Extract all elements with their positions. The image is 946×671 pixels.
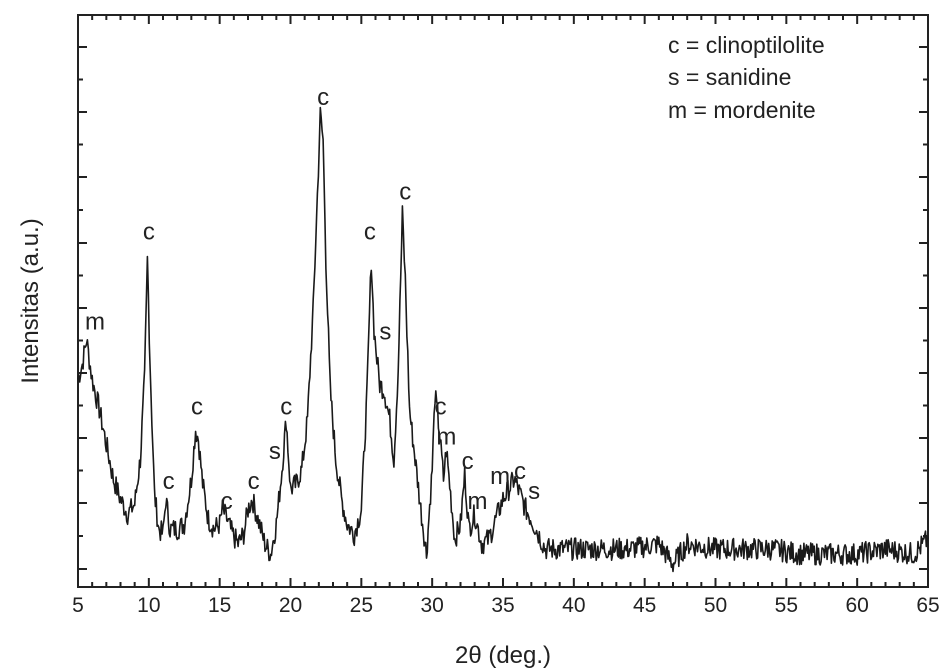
x-tick-label: 40	[562, 594, 585, 617]
legend-entry-clinoptilolite: c = clinoptilolite	[668, 32, 825, 58]
y-axis-title: Intensitas (a.u.)	[17, 218, 44, 383]
x-tick-label: 35	[491, 594, 514, 617]
peak-label: c	[364, 219, 376, 246]
x-tick-label: 20	[279, 594, 302, 617]
peak-label: c	[248, 468, 260, 495]
peak-label: c	[514, 458, 526, 485]
x-tick-label: 10	[137, 594, 160, 617]
peak-label: c	[399, 179, 411, 206]
x-tick-labels: 5 10 15 20 25 30 35 40 45 50 55 60 65	[72, 594, 940, 617]
legend: c = clinoptilolite s = sanidine m = mord…	[668, 32, 825, 123]
legend-entry-sanidine: s = sanidine	[668, 64, 791, 90]
x-tick-label: 30	[420, 594, 443, 617]
peak-label: s	[269, 438, 281, 465]
peak-label: m	[468, 488, 488, 515]
peak-label: m	[490, 463, 510, 490]
peak-label: c	[191, 393, 203, 420]
x-tick-label: 45	[633, 594, 656, 617]
diffraction-pattern-line	[77, 106, 929, 573]
x-tick-label: 50	[704, 594, 727, 617]
x-tick-label: 25	[350, 594, 373, 617]
peak-label: c	[143, 219, 155, 246]
peak-label: c	[435, 393, 447, 420]
x-tick-label: 5	[72, 594, 84, 617]
x-axis-title: 2θ (deg.)	[455, 642, 551, 669]
peak-label: m	[436, 423, 456, 450]
peak-label: c	[317, 84, 329, 111]
peak-label: c	[221, 488, 233, 515]
tick-marks	[77, 15, 929, 587]
x-tick-label: 65	[916, 594, 939, 617]
plot-area	[77, 14, 929, 588]
legend-entry-mordenite: m = mordenite	[668, 97, 816, 123]
x-tick-label: 60	[845, 594, 868, 617]
peak-label: c	[462, 448, 474, 475]
peak-label: s	[528, 478, 540, 505]
peak-label: c	[280, 393, 292, 420]
peak-label: s	[379, 318, 391, 345]
x-tick-label: 55	[775, 594, 798, 617]
x-tick-label: 15	[208, 594, 231, 617]
peak-label: m	[85, 308, 105, 335]
peak-label: c	[163, 468, 175, 495]
